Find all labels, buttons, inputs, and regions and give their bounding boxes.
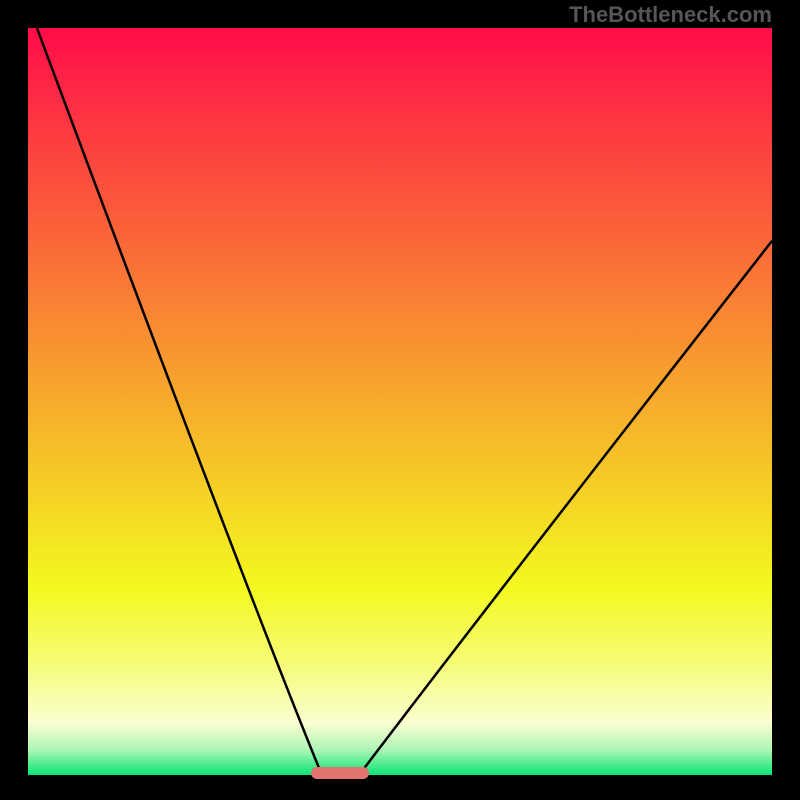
watermark-text: TheBottleneck.com (569, 2, 772, 28)
curve-right-branch (359, 241, 772, 775)
chart-container: TheBottleneck.com (0, 0, 800, 800)
plot-area (28, 28, 772, 775)
minimum-marker (311, 767, 369, 779)
bottleneck-curve (28, 28, 772, 775)
curve-left-branch (37, 28, 322, 775)
